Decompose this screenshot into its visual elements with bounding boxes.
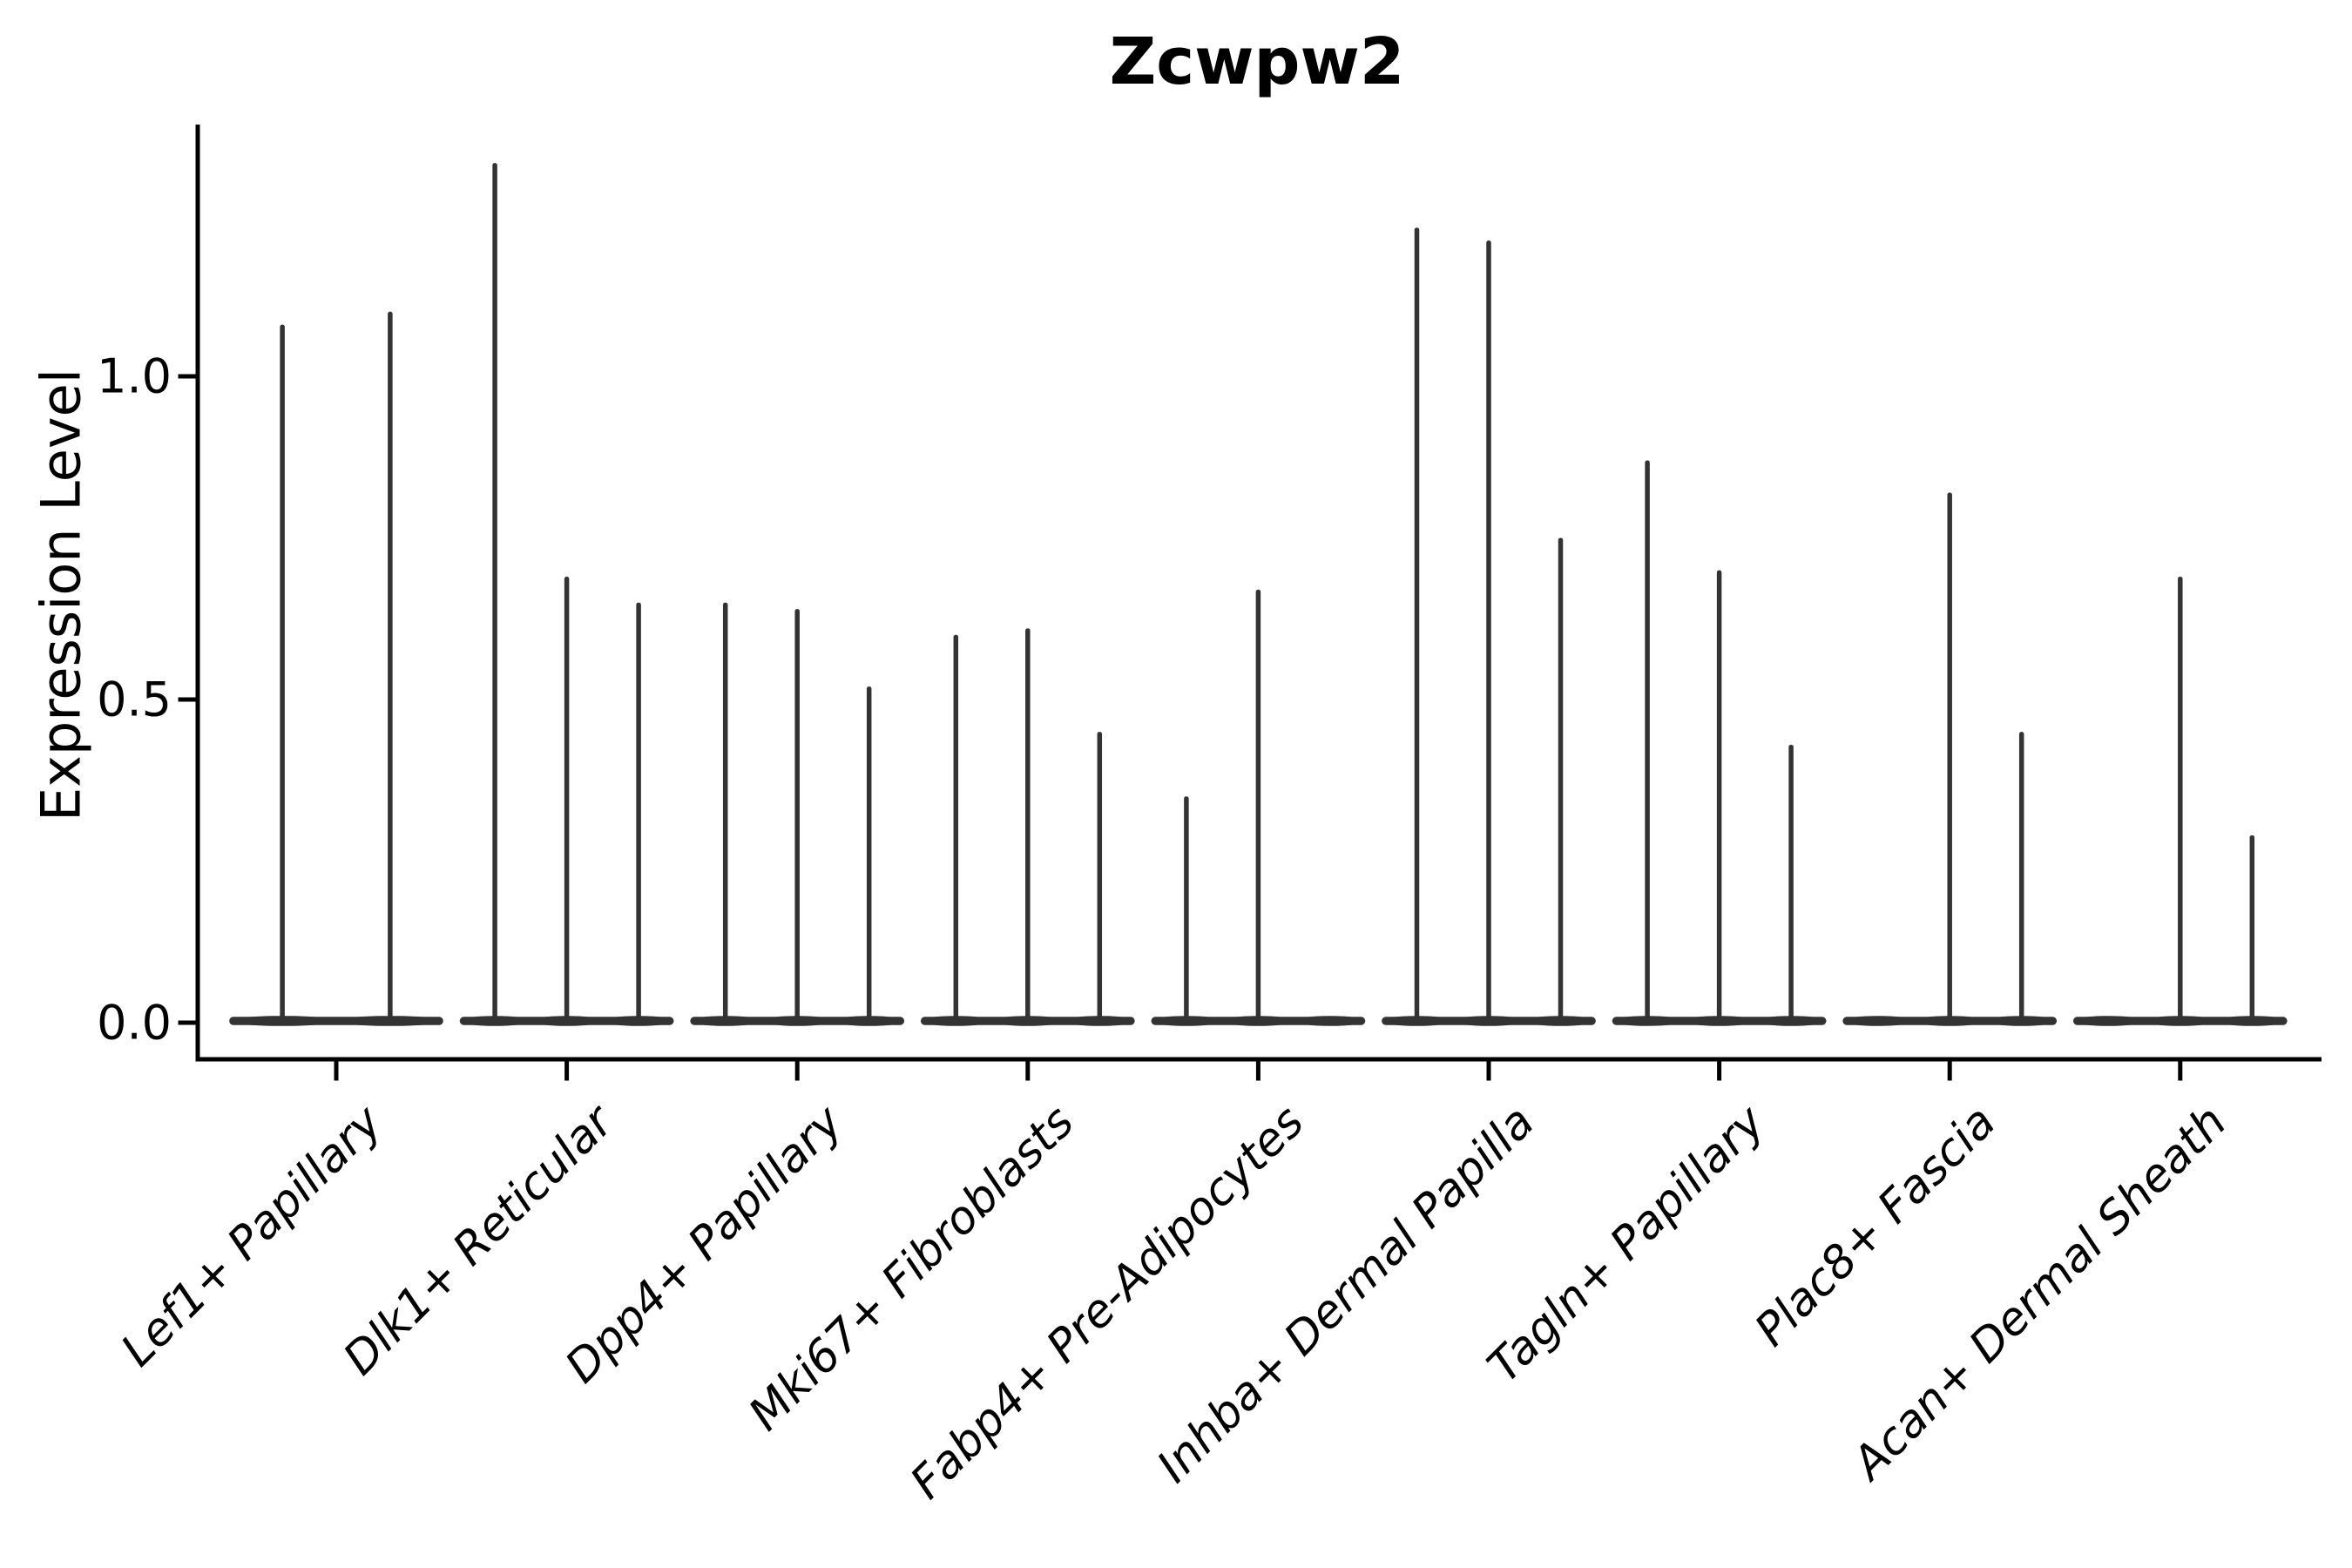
y-tick-label: 1.0 [97, 348, 172, 404]
violin-spike [866, 686, 872, 1021]
violin-spike [1486, 240, 1491, 1021]
violin-spike [953, 634, 959, 1021]
x-tick-mark [334, 1061, 339, 1081]
violin-spike [1716, 570, 1722, 1021]
y-axis-spine [195, 125, 200, 1062]
x-tick-mark [564, 1061, 570, 1081]
y-tick-label: 0.5 [97, 672, 172, 727]
x-tick-mark [1486, 1061, 1491, 1081]
axes-layer [178, 125, 2322, 1081]
x-axis-spine [195, 1057, 2322, 1062]
violin-zero-bump [1294, 1016, 1366, 1026]
x-tick-mark [1947, 1061, 1952, 1081]
x-tick-mark [794, 1061, 800, 1081]
violin-spike [1255, 589, 1261, 1021]
violin-spike [492, 163, 497, 1021]
violin-spike [1645, 460, 1650, 1021]
violin-spike [1025, 628, 1031, 1021]
x-tick-mark [1717, 1061, 1722, 1081]
chart-title: Zcwpw2 [1109, 24, 1405, 99]
violin-spike [280, 324, 285, 1021]
violin-spike [1097, 732, 1103, 1021]
violin-spike [388, 311, 393, 1021]
violin-zero-bump [1842, 1016, 1914, 1026]
x-tick-mark [1255, 1061, 1260, 1081]
violin-spike [2018, 732, 2024, 1021]
violin-spike [722, 602, 728, 1021]
x-tick-mark [2178, 1061, 2183, 1081]
violin-spike [1788, 744, 1794, 1021]
y-tick-mark [178, 374, 196, 379]
y-tick-label: 0.0 [97, 995, 172, 1051]
violin-spike [636, 602, 641, 1021]
violin-spike [794, 609, 800, 1021]
y-tick-mark [178, 697, 196, 702]
violins-layer [229, 163, 2288, 1026]
violin-spike [1558, 537, 1564, 1021]
violin-zero-bump [2072, 1016, 2144, 1026]
violin-spike [1947, 492, 1952, 1021]
violin-spike [564, 577, 570, 1021]
violin-spike [2249, 835, 2255, 1021]
violin-spike [1414, 227, 1420, 1022]
violin-spike [2178, 577, 2183, 1021]
y-tick-mark [178, 1020, 196, 1025]
violin-spike [1184, 796, 1189, 1021]
x-tick-mark [1025, 1061, 1031, 1081]
